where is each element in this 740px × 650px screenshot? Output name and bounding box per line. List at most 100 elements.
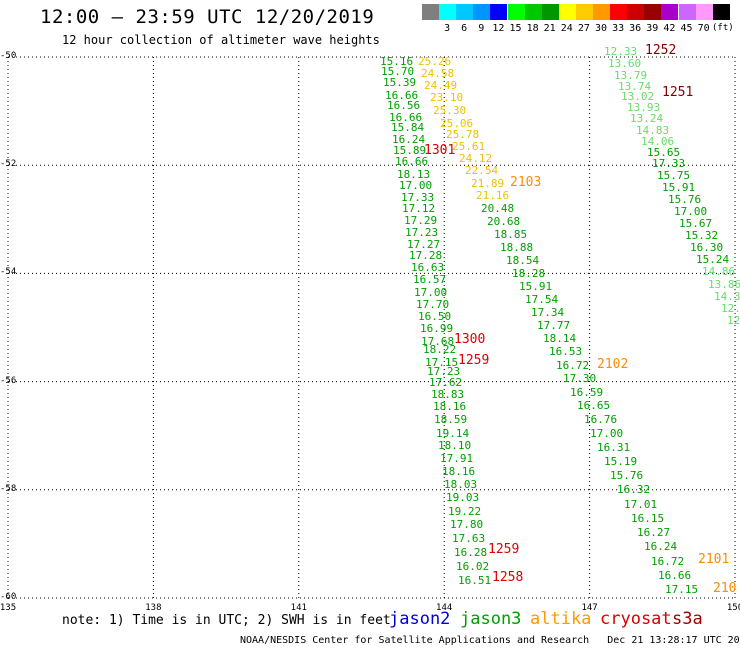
wave-height-value: 15.19 [604,455,638,468]
color-swatch [695,4,713,20]
wave-height-value: 17.63 [452,532,486,545]
wave-height-value: 17.68 [421,335,455,348]
wave-height-value: 17.30 [563,372,597,385]
footer-note: note: 1) Time is in UTC; 2) SWH is in fe… [62,613,391,628]
wave-height-value: 17.12 [402,202,436,215]
color-swatch [524,4,542,20]
color-scale-label: 18 [526,23,539,34]
wave-height-value: 18.13 [397,168,431,181]
pass-time-label: 210 [713,581,737,596]
wave-height-value: 15.84 [391,121,425,134]
wave-height-value: 21.89 [471,177,505,190]
wave-height-value: 16.66 [389,111,423,124]
color-scale-label: 42 [663,23,676,34]
wave-height-value: 19.03 [446,491,480,504]
color-scale-label: 70 [697,23,710,34]
wave-height-value: 15.91 [662,181,696,194]
wave-height-value: 18.22 [423,343,457,356]
lon-tick-label: 138 [145,603,162,613]
wave-height-value: 18.83 [431,388,465,401]
wave-height-value: 17.15 [425,356,459,369]
pass-time-label: 2102 [597,357,629,372]
wave-height-value: 17.77 [537,319,571,332]
wave-height-value: 16.02 [456,560,490,573]
wave-height-value: 17.28 [409,249,443,262]
lat-tick-label: -56 [0,375,17,386]
lat-tick-label: -54 [0,267,17,278]
wave-height-value: 16.50 [418,310,452,323]
wave-height-value: 18.16 [442,465,476,478]
wave-height-value: 20.48 [481,202,515,215]
wave-height-value: 13.02 [621,90,655,103]
legend-s3a: s3a [672,609,703,629]
color-scale-label: 39 [646,23,659,34]
wave-height-value: 18.54 [506,254,540,267]
color-scale-label: 12 [492,23,505,34]
wave-height-value: 16.99 [420,322,454,335]
color-scale-label: 3 [444,23,451,34]
lat-tick-label: -50 [0,51,17,61]
color-swatch [661,4,679,20]
wave-height-value: 17.70 [416,298,450,311]
color-swatch [678,4,696,20]
wave-height-value: 16.66 [658,569,692,582]
wave-height-value: 19.14 [436,427,470,440]
color-swatch [439,4,457,20]
wave-height-value: 15.91 [519,280,553,293]
map-subtitle: 12 hour collection of altimeter wave hei… [62,33,380,47]
wave-height-value: 17.23 [427,365,461,378]
wave-height-value: 18.85 [494,228,528,241]
wave-height-value: 17.00 [590,427,624,440]
pass-time-label: 1300 [454,332,486,347]
color-scale-unit: (ft) [712,23,734,33]
wave-height-value: 17.34 [531,306,565,319]
wave-height-value: 15.75 [657,169,691,182]
pass-time-label: 2103 [510,175,542,190]
wave-height-value: 24.49 [424,79,458,92]
wave-height-value: 24.12 [459,152,493,165]
lon-tick-label: 144 [436,603,453,613]
wave-height-value: 12. [721,302,740,315]
pass-time-label: 1259 [458,353,490,368]
color-scale-label: 33 [612,23,625,34]
color-scale-label: 9 [478,23,485,34]
wave-height-value: 25.61 [452,140,486,153]
wave-height-value: 18.10 [438,439,472,452]
wave-height-value: 23.10 [430,91,464,104]
wave-height-value: 21.16 [476,189,510,202]
color-swatch [558,4,576,20]
wave-height-value: 16.31 [597,441,631,454]
wave-height-value: 16.65 [577,399,611,412]
wave-height-value: 16.59 [570,386,604,399]
wave-height-value: 25.26 [418,55,452,68]
wave-height-value: 15.39 [383,76,417,89]
wave-height-value: 15.76 [668,193,702,206]
wave-height-value: 17.00 [414,286,448,299]
wave-height-value: 17.00 [674,205,708,218]
color-swatch [456,4,474,20]
wave-height-value: 25.06 [440,117,474,130]
color-scale-label: 6 [461,23,468,34]
wave-height-value: 25.30 [433,104,467,117]
wave-height-value: 17.33 [401,191,435,204]
wave-height-value: 13.93 [627,101,661,114]
legend-jason2: jason2 [389,609,451,629]
wave-height-value: 16.57 [413,273,447,286]
legend-cryosat: cryosat [600,609,672,629]
wave-height-value: 13.74 [618,80,652,93]
color-swatch [593,4,610,20]
color-scale-label: 27 [577,23,590,34]
wave-height-value: 16.72 [556,359,590,372]
wave-height-value: 16.28 [454,546,488,559]
wave-height-value: 17.15 [665,583,699,596]
wave-height-value: 16.32 [617,483,651,496]
wave-height-value: 16.66 [385,89,419,102]
pass-time-label: 1259 [488,542,520,557]
color-scale-label: 21 [543,23,556,34]
pass-time-label: 1252 [645,43,677,58]
lon-tick-label: 147 [581,603,598,613]
wave-height-value: 16.30 [690,241,724,254]
color-swatch [541,4,559,20]
wave-height-value: 18.28 [512,267,546,280]
